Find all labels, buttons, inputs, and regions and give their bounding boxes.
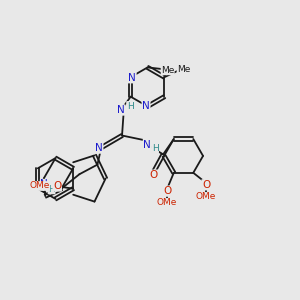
Text: N: N <box>143 140 151 149</box>
Text: O: O <box>149 170 158 180</box>
Text: Me: Me <box>177 65 190 74</box>
Text: OMe: OMe <box>196 192 216 201</box>
Text: H: H <box>48 185 55 194</box>
Text: OMe: OMe <box>29 182 50 190</box>
Text: Me: Me <box>161 66 174 75</box>
Text: N: N <box>40 179 48 189</box>
Text: O: O <box>202 180 210 190</box>
Text: N: N <box>128 73 136 83</box>
Text: H: H <box>152 144 158 153</box>
Text: N: N <box>117 105 125 115</box>
Text: OMe: OMe <box>157 198 177 207</box>
Text: O: O <box>53 181 61 191</box>
Text: O: O <box>163 186 171 196</box>
Text: H: H <box>127 102 134 111</box>
Text: N: N <box>142 101 150 111</box>
Text: N: N <box>95 143 103 153</box>
